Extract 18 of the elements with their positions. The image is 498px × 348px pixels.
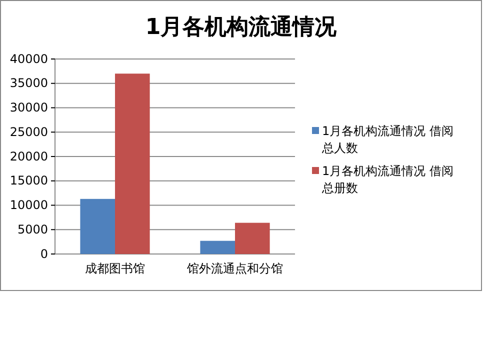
bar [115,74,150,254]
y-tick-label: 30000 [10,100,48,115]
bar [200,240,235,254]
legend-label: 1月各机构流通情况 借阅总册数 [321,164,454,195]
x-tick-label: 成都图书馆 [85,262,145,276]
chart-title: 1月各机构流通情况 [145,14,338,40]
y-tick-label: 0 [40,246,48,261]
y-tick-label: 35000 [10,76,48,90]
y-tick-label: 40000 [10,52,48,66]
y-tick-label: 10000 [10,198,48,212]
bar [80,198,115,254]
x-tick-label: 馆外流通点和分馆 [186,262,283,276]
y-tick-label: 15000 [10,174,48,188]
y-tick-label: 20000 [10,149,48,164]
y-tick-label: 5000 [17,222,48,236]
y-tick-label: 25000 [10,124,48,139]
legend-label: 1月各机构流通情况 借阅总人数 [321,124,454,155]
bar [235,222,270,254]
